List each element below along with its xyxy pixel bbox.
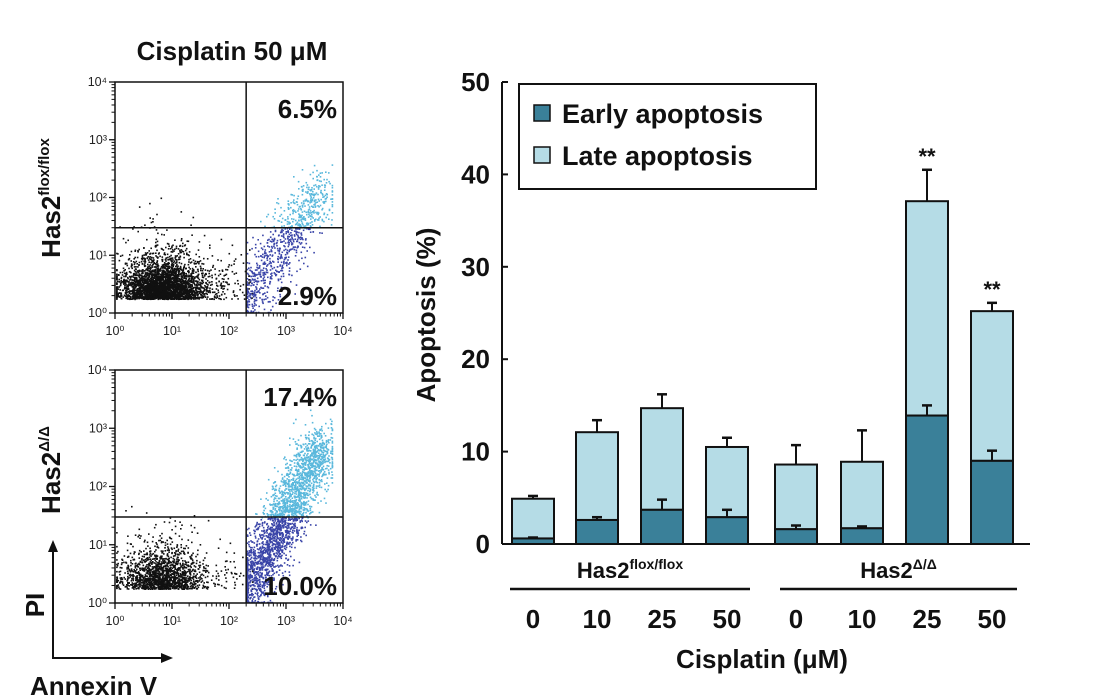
y-tick-label: 50 [461,67,490,97]
legend-swatch [533,146,551,164]
genotype-sup: flox/flox [36,138,53,196]
y-tick-label: 40 [461,159,490,189]
x-tick-label: 10¹ [163,614,181,628]
upper-right-percentage: 6.5% [278,94,337,124]
bar-late-apoptosis [970,310,1014,462]
y-tick-label: 10⁰ [88,306,107,320]
bar-x-axis-label: Cisplatin (μM) [676,644,848,674]
x-tick-label: 10³ [277,614,295,628]
y-tick-label: 10³ [89,421,107,435]
legend-swatch [533,104,551,122]
y-tick-label: 10¹ [89,248,107,262]
bar-late-apoptosis [640,407,684,511]
x-tick-label: 25 [648,604,677,634]
group-label: Has2flox/flox [577,556,683,583]
y-tick-label: 10² [89,191,107,205]
lower-right-percentage: 10.0% [263,571,337,601]
genotype-base: Has2 [36,196,66,258]
bar-late-apoptosis [705,445,749,519]
y-tick-label: 20 [461,344,490,374]
genotype-label-flox: Has2flox/flox [36,138,66,258]
bar-y-axis-label: Apoptosis (%) [411,228,441,403]
annexin-label: Annexin V [30,671,158,700]
x-tick-label: 10 [583,604,612,634]
significance-marker: ** [918,144,936,169]
bar-early-apoptosis [970,459,1014,545]
bar-early-apoptosis [640,508,684,546]
y-tick-label: 10 [461,437,490,467]
x-tick-label: 0 [789,604,803,634]
x-tick-label: 10⁴ [333,614,352,628]
bar-early-apoptosis [774,528,818,546]
bar-late-apoptosis [905,200,949,417]
y-tick-label: 10¹ [89,538,107,552]
x-tick-label: 10¹ [163,324,181,338]
x-tick-label: 10² [220,614,238,628]
upper-right-percentage: 17.4% [263,382,337,412]
annexin-arrowhead-icon [161,653,173,663]
x-tick-label: 10 [848,604,877,634]
legend-label: Late apoptosis [562,141,753,171]
scatter-points [116,164,334,314]
x-tick-label: 50 [713,604,742,634]
lower-right-percentage: 2.9% [278,281,337,311]
flow-plot-flox: 10⁰ 10⁰ 10¹ 10¹ 10² 10² 10³ 10³ 10⁴ 10⁴ 6.5% 2.9% [88,75,353,338]
bar-late-apoptosis [774,463,818,531]
significance-marker: ** [983,277,1001,302]
genotype-base: Has2 [36,452,66,514]
x-tick-label: 10³ [277,324,295,338]
y-tick-label: 10⁰ [88,596,107,610]
bar-chart: 0 10 20 30 40 50 0 10 25 50 0 10 ** 25 ** 50 Has2flox/fl… [461,67,1030,634]
x-tick-label: 10⁰ [106,614,125,628]
y-tick-label: 10⁴ [88,75,107,89]
legend-label: Early apoptosis [562,99,763,129]
pi-label: PI [20,593,50,618]
pi-arrowhead-icon [48,540,58,552]
bar-late-apoptosis [511,497,555,540]
group-label: Has2Δ/Δ [860,556,937,583]
scatter-points [116,409,334,604]
bar-early-apoptosis [575,518,619,546]
y-tick-label: 10³ [89,133,107,147]
x-tick-label: 10² [220,324,238,338]
y-tick-label: 0 [476,529,490,559]
genotype-label-delta: Has2Δ/Δ [36,426,66,514]
y-tick-label: 30 [461,252,490,282]
x-tick-label: 10⁴ [333,324,352,338]
y-tick-label: 10⁴ [88,363,107,377]
bar-early-apoptosis [705,516,749,545]
x-tick-label: 10⁰ [106,324,125,338]
legend-box [518,83,817,190]
flow-title: Cisplatin 50 μM [137,36,328,66]
x-tick-label: 25 [913,604,942,634]
bar-early-apoptosis [511,537,555,545]
x-tick-label: 0 [526,604,540,634]
flow-plot-delta: 10⁰ 10⁰ 10¹ 10¹ 10² 10² 10³ 10³ 10⁴ 10⁴ 17.4% 10.0% [88,363,353,628]
bar-early-apoptosis [905,414,949,545]
bar-early-apoptosis [840,527,884,545]
bar-late-apoptosis [840,460,884,530]
bar-late-apoptosis [575,431,619,521]
genotype-sup: Δ/Δ [36,426,53,452]
x-tick-label: 50 [978,604,1007,634]
legend: Early apoptosis Late apoptosis [518,83,817,190]
y-tick-label: 10² [89,480,107,494]
